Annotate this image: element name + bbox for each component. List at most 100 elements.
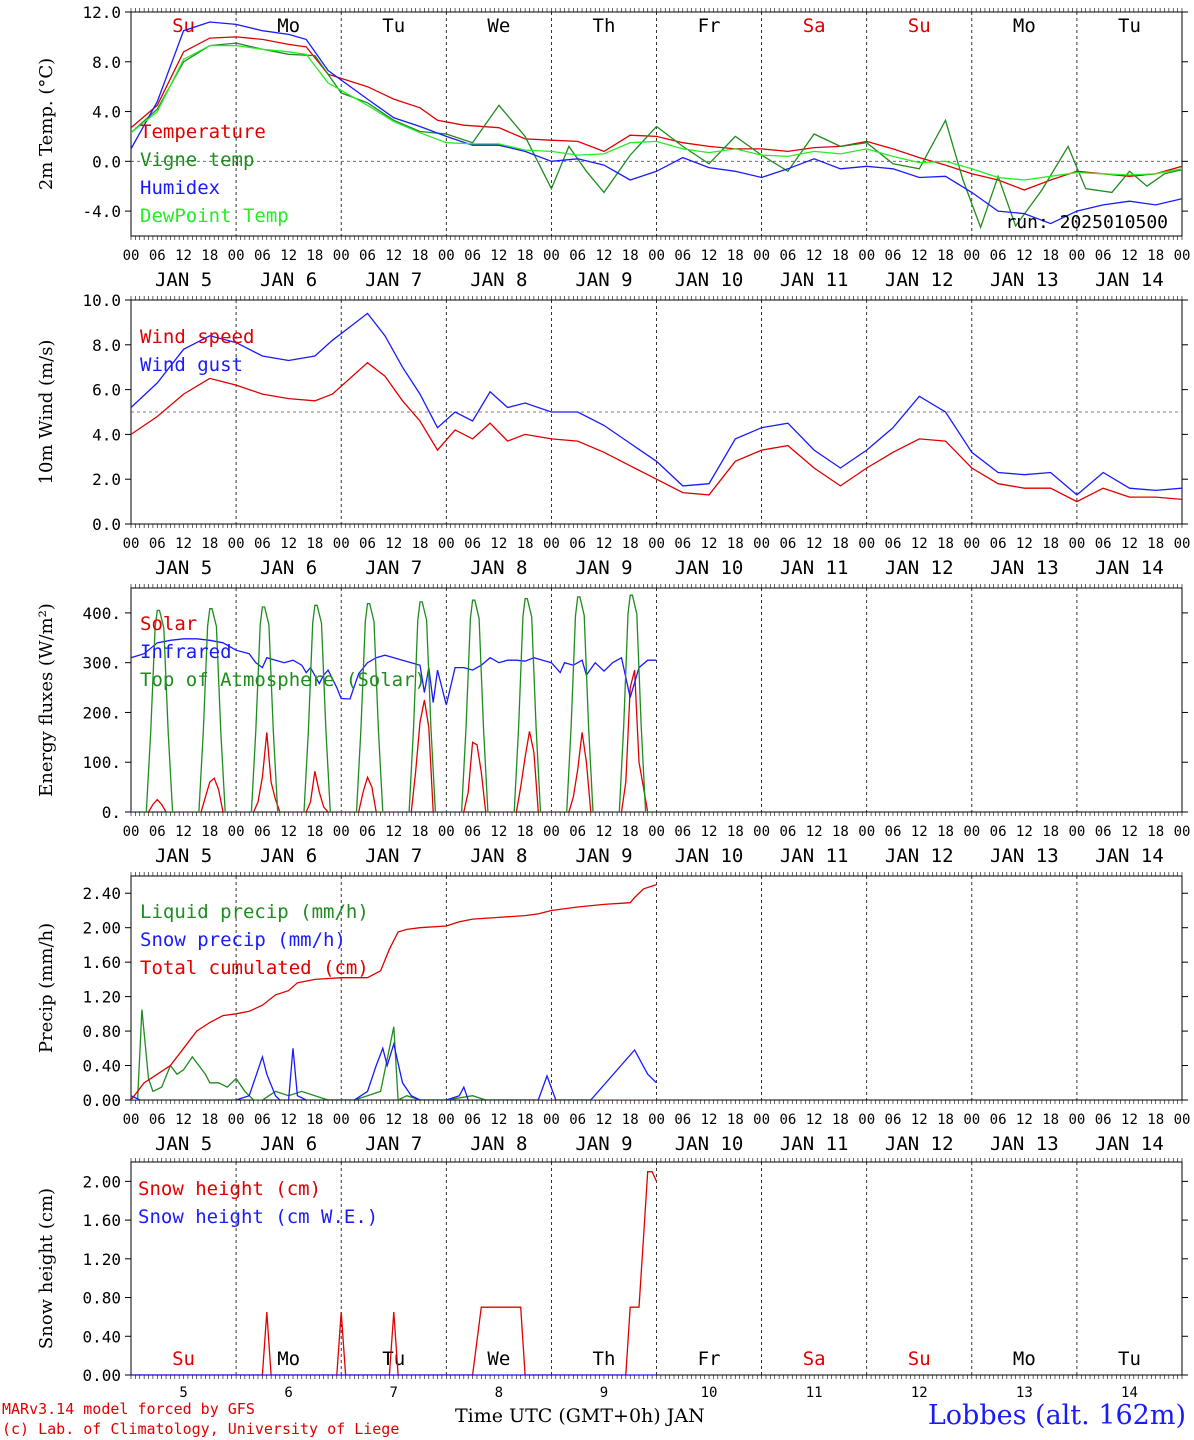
x-hour-label: 18 <box>201 824 218 840</box>
x-hour-label: 12 <box>1121 248 1138 264</box>
legend-entry: DewPoint Temp <box>140 205 289 227</box>
x-hour-label: 18 <box>517 248 534 264</box>
series-line-snow-height-cm- <box>131 1171 658 1375</box>
x-day-label: JAN 9 <box>575 845 632 867</box>
x-day-label: JAN 13 <box>990 845 1059 867</box>
x-hour-label: 00 <box>333 824 350 840</box>
x-hour-label: 18 <box>517 536 534 552</box>
x-hour-label: 00 <box>753 1112 770 1128</box>
x-hour-label: 18 <box>1042 536 1059 552</box>
x-hour-label: 00 <box>1174 248 1191 264</box>
x-hour-label: 12 <box>701 1112 718 1128</box>
panel-4: 0.00 0.40 0.80 1.20 1.60 2.00 2.40 Precip (mm/h… <box>36 872 1190 1155</box>
x-hour-label: 00 <box>648 248 665 264</box>
x-hour-label: 00 <box>858 1112 875 1128</box>
x-hour-label: 12 <box>280 248 297 264</box>
weekday-label: Sa <box>803 1348 826 1370</box>
y-tick-label: 2.40 <box>82 884 121 903</box>
y-tick-label: 8.0 <box>92 336 121 355</box>
weekday-label: Fr <box>698 1348 721 1370</box>
x-hour-label: 00 <box>963 248 980 264</box>
x-hour-label: 12 <box>701 248 718 264</box>
x-hour-label: 06 <box>1095 536 1112 552</box>
x-hour-label: 00 <box>333 536 350 552</box>
x-hour-label: 06 <box>779 824 796 840</box>
legend-entry: Snow precip (mm/h) <box>140 929 346 951</box>
weekday-label: Su <box>908 15 931 37</box>
x-day-label: JAN 7 <box>365 557 422 579</box>
x-hour-label: 12 <box>280 1112 297 1128</box>
x-hour-label: 00 <box>753 536 770 552</box>
legend-entry: Wind gust <box>140 354 243 376</box>
x-hour-label: 00 <box>228 824 245 840</box>
x-hour-label: 06 <box>1095 1112 1112 1128</box>
x-hour-label: 12 <box>1121 1112 1138 1128</box>
x-hour-label: 06 <box>1095 824 1112 840</box>
x-day-label: JAN 6 <box>260 845 317 867</box>
series-line-snow-precip-mm-h- <box>131 1041 657 1100</box>
weekday-label: Tu <box>382 1348 405 1370</box>
x-hour-label: 12 <box>911 1112 928 1128</box>
x-hour-label: 06 <box>254 824 271 840</box>
weekday-label: Su <box>172 1348 195 1370</box>
x-hour-label: 12 <box>596 248 613 264</box>
y-tick-label: 0.80 <box>82 1289 121 1308</box>
series-line-total-cumulated-cm- <box>131 883 657 1100</box>
y-axis-label: 10m Wind (m/s) <box>36 340 57 485</box>
x-hour-label: 12 <box>280 536 297 552</box>
x-day-label: JAN 14 <box>1095 269 1164 291</box>
x-day-label: JAN 13 <box>990 557 1059 579</box>
x-hour-label: 00 <box>228 536 245 552</box>
weekday-label: Mo <box>277 15 300 37</box>
x-hour-label: 06 <box>990 248 1007 264</box>
x-hour-label: 00 <box>228 248 245 264</box>
x-hour-label: 06 <box>149 248 166 264</box>
x-hour-label: 00 <box>1068 1112 1085 1128</box>
y-tick-label: 1.20 <box>82 1250 121 1269</box>
x-hour-label: 12 <box>1121 824 1138 840</box>
x-day-number: 11 <box>806 1385 823 1401</box>
x-hour-label: 18 <box>1042 248 1059 264</box>
x-day-label: JAN 10 <box>675 557 744 579</box>
x-day-label: JAN 8 <box>470 557 527 579</box>
x-hour-label: 06 <box>359 824 376 840</box>
run-label: run: 2025010500 <box>1005 212 1168 233</box>
x-hour-label: 00 <box>123 536 140 552</box>
x-hour-label: 12 <box>701 824 718 840</box>
x-hour-label: 06 <box>885 536 902 552</box>
weekday-label: Fr <box>698 15 721 37</box>
x-hour-label: 18 <box>412 248 429 264</box>
x-day-number: 9 <box>600 1385 608 1401</box>
x-hour-label: 12 <box>806 536 823 552</box>
legend-entry: Wind speed <box>140 326 254 348</box>
x-hour-label: 00 <box>438 824 455 840</box>
y-tick-label: 4.0 <box>92 103 121 122</box>
x-hour-label: 00 <box>648 824 665 840</box>
x-hour-label: 12 <box>175 536 192 552</box>
x-hour-label: 12 <box>175 248 192 264</box>
x-hour-label: 18 <box>1147 248 1164 264</box>
x-hour-label: 00 <box>123 248 140 264</box>
y-tick-label: 0.0 <box>92 515 121 534</box>
weekday-label: Tu <box>1118 1348 1141 1370</box>
series-line-temperature <box>131 36 1182 191</box>
x-hour-label: 18 <box>937 1112 954 1128</box>
x-day-label: JAN 5 <box>155 269 212 291</box>
x-hour-label: 00 <box>858 536 875 552</box>
y-tick-label: 400. <box>82 604 121 623</box>
x-day-number: 10 <box>701 1385 718 1401</box>
x-hour-label: 18 <box>832 248 849 264</box>
weekday-label: Sa <box>803 15 826 37</box>
panel-2: 0.0 2.0 4.0 6.0 8.0 10.0 10m Wind (m/s) 00 06 12 1… <box>36 291 1190 579</box>
x-hour-label: 18 <box>306 536 323 552</box>
weekday-label: Mo <box>1013 1348 1036 1370</box>
x-hour-label: 00 <box>648 536 665 552</box>
x-hour-label: 18 <box>832 824 849 840</box>
x-hour-label: 06 <box>149 536 166 552</box>
x-hour-label: 00 <box>858 824 875 840</box>
x-day-label: JAN 12 <box>885 1133 954 1155</box>
y-axis-label: Energy fluxes (W/m²) <box>36 603 57 797</box>
y-tick-label: 0.00 <box>82 1091 121 1110</box>
x-hour-label: 18 <box>412 536 429 552</box>
weekday-label: Su <box>908 1348 931 1370</box>
